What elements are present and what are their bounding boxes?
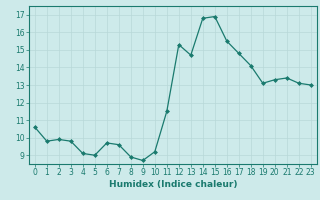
X-axis label: Humidex (Indice chaleur): Humidex (Indice chaleur) [108, 180, 237, 189]
